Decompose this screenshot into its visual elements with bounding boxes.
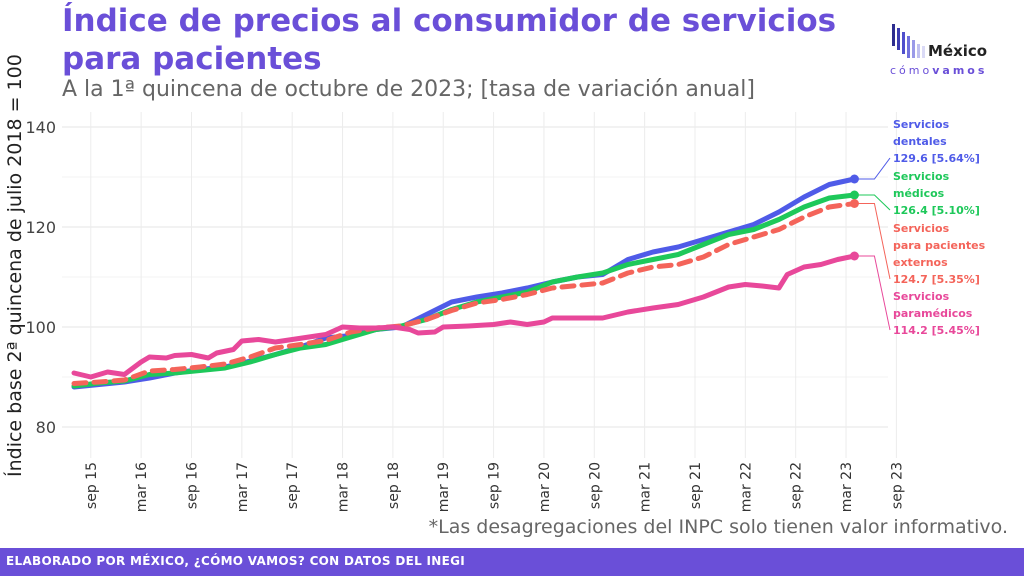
label-connector [854, 255, 891, 331]
series-label-line: 124.7 [5.35%] [893, 273, 980, 286]
y-tick-label: 100 [25, 318, 56, 337]
x-tick-label: sep 18 [386, 462, 402, 509]
x-tick-labels: sep 15 mar 16 sep 16 mar 17 sep 17 mar 18 sep … [84, 462, 906, 512]
series-label: Servicios paramédicos 114.2 [5.45%] [893, 288, 980, 339]
series-lines [71, 174, 859, 390]
series-label: Servicios médicos 126.4 [5.10%] [893, 168, 980, 219]
series-label-line: Servicios [893, 290, 950, 303]
series-label-line: externos [893, 256, 948, 269]
footer-credit: ELABORADO POR MÉXICO, ¿CÓMO VAMOS? CON D… [6, 554, 466, 568]
y-tick-label: 140 [25, 118, 56, 137]
mexico-como-vamos-logo: México cómovamos [890, 22, 1010, 82]
logo-tagline: cómovamos [890, 64, 988, 77]
x-tick-label: mar 19 [436, 462, 452, 512]
series-label-line: 126.4 [5.10%] [893, 204, 980, 217]
x-tick-label: mar 22 [738, 462, 754, 512]
x-tick-label: mar 21 [638, 462, 654, 512]
series-line [71, 253, 857, 380]
x-tick-label: sep 22 [789, 462, 805, 509]
chart-title: Índice de precios al consumidor de servi… [62, 3, 837, 77]
series-label: Servicios para pacientes externos 124.7 [5.… [893, 220, 985, 288]
y-tick-label: 80 [36, 418, 56, 437]
x-tick-label: sep 23 [889, 462, 905, 509]
footnote: *Las desagregaciones del INPC solo tiene… [428, 516, 1008, 538]
label-connectors [854, 157, 891, 331]
series-label-line: paramédicos [893, 307, 973, 320]
x-tick-label: mar 18 [336, 462, 352, 512]
x-tick-label: sep 20 [587, 462, 603, 509]
chart-subtitle: A la 1ª quincena de octubre de 2023; [ta… [62, 77, 755, 102]
y-tick-labels: 80 100 120 140 [25, 118, 56, 437]
grid [62, 112, 897, 458]
x-tick-label: mar 23 [839, 462, 855, 512]
x-tick-label: sep 21 [688, 462, 704, 509]
series-label-line: Servicios [893, 170, 950, 183]
series-label-line: Servicios [893, 118, 950, 131]
x-tick-label: mar 16 [134, 462, 150, 512]
series-line [71, 201, 857, 386]
series-label-line: médicos [893, 187, 945, 200]
x-tick-label: sep 19 [487, 462, 503, 509]
logo-bars-icon [892, 24, 925, 58]
series-label-line: 129.6 [5.64%] [893, 152, 980, 165]
x-tick-label: sep 15 [84, 462, 100, 509]
x-tick-label: mar 17 [235, 462, 251, 512]
label-connector [854, 157, 891, 180]
logo-name: México [928, 42, 988, 60]
label-connector [854, 194, 891, 211]
series-label-line: Servicios [893, 222, 950, 235]
series-label: Servicios dentales 129.6 [5.64%] [893, 116, 980, 167]
footer-bar: ELABORADO POR MÉXICO, ¿CÓMO VAMOS? CON D… [0, 548, 1024, 576]
label-connector [854, 203, 891, 280]
series-label-line: 114.2 [5.45%] [893, 324, 980, 337]
x-tick-label: mar 20 [537, 462, 553, 512]
x-tick-label: sep 16 [184, 462, 200, 509]
y-tick-label: 120 [25, 218, 56, 237]
x-tick-label: sep 17 [285, 462, 301, 509]
series-label-line: para pacientes [893, 239, 986, 252]
series-label-line: dentales [893, 135, 947, 148]
